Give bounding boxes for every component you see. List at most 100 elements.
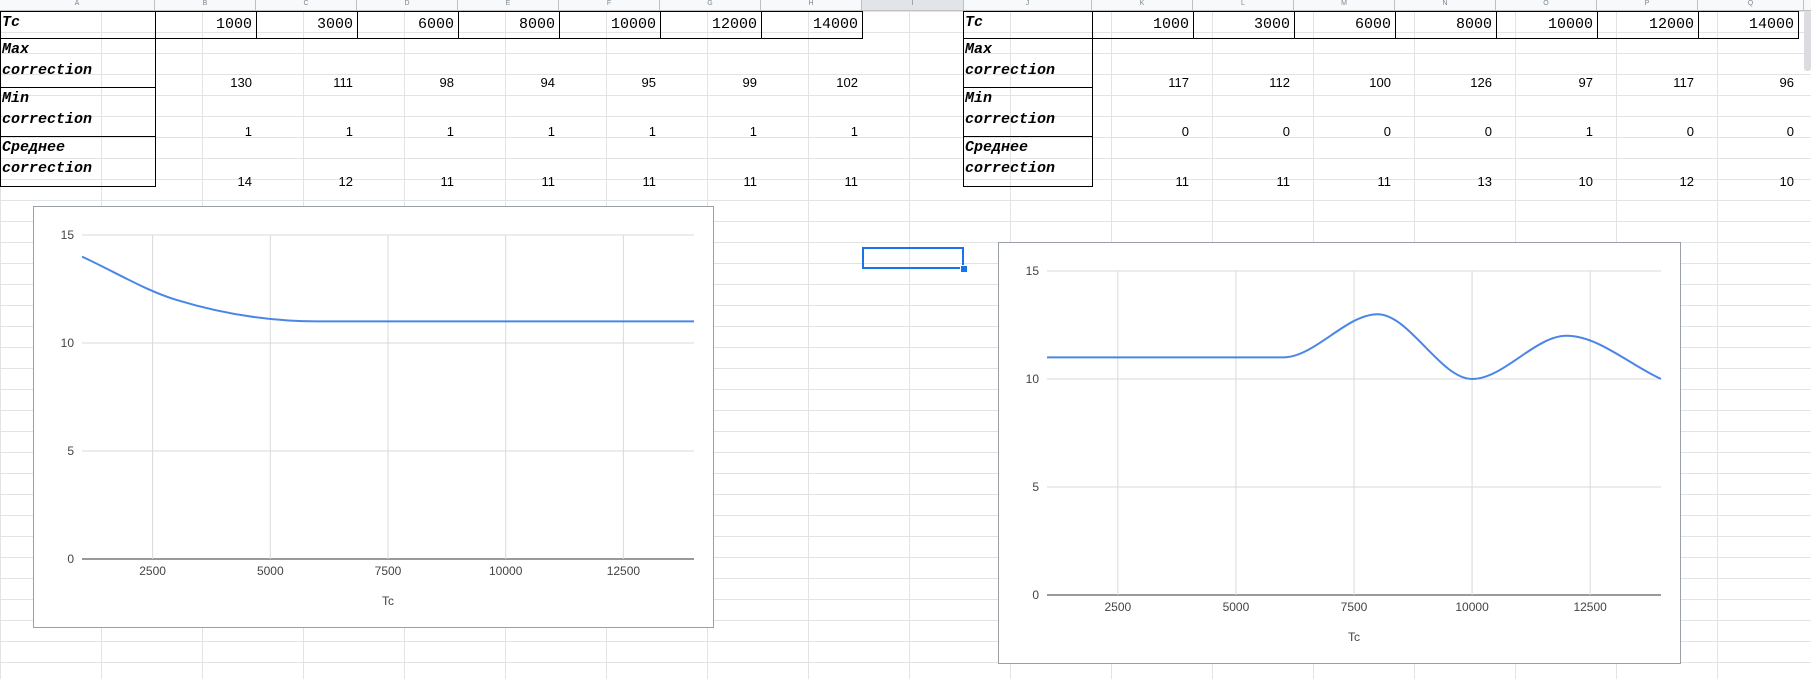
table_left-value-cell[interactable]: 1 — [648, 124, 656, 137]
table_left-value-cell[interactable]: 1 — [547, 124, 555, 137]
table_right-tc-cell[interactable]: 12000 — [1597, 11, 1699, 39]
table_left-value-cell[interactable]: 1 — [345, 124, 353, 137]
table_left-value-cell[interactable]: 1 — [446, 124, 454, 137]
table_left-value-cell[interactable]: 11 — [844, 174, 859, 187]
y-tick-label: 10 — [61, 336, 75, 350]
x-tick-label: 7500 — [375, 564, 402, 578]
table_right-value-cell[interactable]: 0 — [1686, 124, 1694, 137]
table_right-value-cell[interactable]: 1 — [1585, 124, 1593, 137]
table_left-value-cell[interactable]: 12 — [338, 174, 353, 187]
y-tick-label: 0 — [67, 552, 74, 566]
y-tick-label: 15 — [1026, 264, 1040, 278]
column-header-l[interactable]: L — [1193, 0, 1294, 10]
x-tick-label: 12500 — [1573, 600, 1607, 614]
column-header-p[interactable]: P — [1597, 0, 1698, 10]
table_left-tc-cell[interactable]: 6000 — [357, 11, 459, 39]
table_left-tc-cell[interactable]: 8000 — [458, 11, 560, 39]
table_left-value-cell[interactable]: 95 — [641, 75, 656, 88]
column-header-i[interactable]: I — [862, 0, 964, 10]
table_left-value-cell[interactable]: 14 — [237, 174, 252, 187]
table_right-value-cell[interactable]: 11 — [1175, 174, 1190, 187]
x-tick-label: 2500 — [139, 564, 166, 578]
column-header-f[interactable]: F — [559, 0, 660, 10]
table_right-value-cell[interactable]: 10 — [1779, 174, 1794, 187]
table_left-row-label[interactable]: Max correction — [0, 38, 156, 88]
table_left-header-label[interactable]: Tc — [0, 11, 156, 39]
table_left-value-cell[interactable]: 11 — [642, 174, 657, 187]
table_right-value-cell[interactable]: 10 — [1578, 174, 1593, 187]
vertical-scrollbar[interactable] — [1804, 11, 1811, 71]
column-header-c[interactable]: C — [256, 0, 357, 10]
table_left-value-cell[interactable]: 99 — [742, 75, 757, 88]
table_left-value-cell[interactable]: 1 — [850, 124, 858, 137]
table_right-value-cell[interactable]: 96 — [1779, 75, 1794, 88]
table_right-tc-cell[interactable]: 3000 — [1193, 11, 1295, 39]
table_right-header-label[interactable]: Tc — [963, 11, 1093, 39]
x-tick-label: 2500 — [1104, 600, 1131, 614]
series-line-0 — [1047, 313, 1662, 381]
table_right-value-cell[interactable]: 0 — [1786, 124, 1794, 137]
table_right-tc-cell[interactable]: 6000 — [1294, 11, 1396, 39]
table_left-value-cell[interactable]: 11 — [541, 174, 556, 187]
table_right-tc-cell[interactable]: 10000 — [1496, 11, 1598, 39]
table_left-value-cell[interactable]: 102 — [836, 75, 858, 88]
table_right-value-cell[interactable]: 0 — [1282, 124, 1290, 137]
table_right-value-cell[interactable]: 13 — [1477, 174, 1492, 187]
table_left-value-cell[interactable]: 111 — [333, 75, 353, 88]
table_left-row-label[interactable]: Min correction — [0, 87, 156, 137]
table_right-value-cell[interactable]: 0 — [1484, 124, 1492, 137]
x-tick-label: 5000 — [1223, 600, 1250, 614]
table_right-value-cell[interactable]: 12 — [1679, 174, 1694, 187]
selected-cell[interactable] — [862, 247, 964, 269]
table_right-value-cell[interactable]: 100 — [1369, 75, 1391, 88]
table_right-tc-cell[interactable]: 14000 — [1698, 11, 1799, 39]
column-header-b[interactable]: B — [155, 0, 256, 10]
column-header-o[interactable]: O — [1496, 0, 1597, 10]
table_left-row-label[interactable]: Среднее correction — [0, 136, 156, 187]
table_left-tc-cell[interactable]: 12000 — [660, 11, 762, 39]
column-header-j[interactable]: J — [964, 0, 1092, 10]
table_left-value-cell[interactable]: 11 — [440, 174, 455, 187]
column-header-q[interactable]: Q — [1698, 0, 1804, 10]
table_left-tc-cell[interactable]: 14000 — [761, 11, 863, 39]
table_left-value-cell[interactable]: 130 — [230, 75, 252, 88]
fill-handle[interactable] — [960, 265, 968, 273]
column-header-e[interactable]: E — [458, 0, 559, 10]
x-tick-label: 10000 — [489, 564, 523, 578]
table_right-value-cell[interactable]: 97 — [1578, 75, 1593, 88]
table_right-row-label[interactable]: Max correction — [963, 38, 1093, 88]
column-header-m[interactable]: M — [1294, 0, 1395, 10]
table_left-tc-cell[interactable]: 1000 — [155, 11, 257, 39]
column-header-g[interactable]: G — [660, 0, 761, 10]
series-line-0 — [81, 255, 694, 323]
column-header-d[interactable]: D — [357, 0, 458, 10]
x-tick-label: 10000 — [1455, 600, 1489, 614]
table_left-value-cell[interactable]: 11 — [743, 174, 758, 187]
table_left-tc-cell[interactable]: 10000 — [559, 11, 661, 39]
table_right-row-label[interactable]: Среднее correction — [963, 136, 1093, 187]
table_left-value-cell[interactable]: 1 — [749, 124, 757, 137]
table_right-value-cell[interactable]: 11 — [1377, 174, 1392, 187]
chart-right[interactable]: 0 5 10 15 2500 5000 7500 10000 12500 Tc — [998, 242, 1681, 664]
chart-left[interactable]: 0 5 10 15 2500 5000 7500 10000 12500 Tc — [33, 206, 714, 628]
table_right-value-cell[interactable]: 117 — [1168, 75, 1189, 88]
column-header-k[interactable]: K — [1092, 0, 1193, 10]
table_left-tc-cell[interactable]: 3000 — [256, 11, 358, 39]
table_right-value-cell[interactable]: 11 — [1276, 174, 1291, 187]
table_left-value-cell[interactable]: 1 — [244, 124, 252, 137]
table_right-value-cell[interactable]: 0 — [1383, 124, 1391, 137]
table_right-value-cell[interactable]: 0 — [1181, 124, 1189, 137]
column-header-a[interactable]: A — [0, 0, 155, 10]
table_right-tc-cell[interactable]: 8000 — [1395, 11, 1497, 39]
table_left-value-cell[interactable]: 98 — [439, 75, 454, 88]
column-header-h[interactable]: H — [761, 0, 862, 10]
table_left-value-cell[interactable]: 94 — [540, 75, 555, 88]
table_right-value-cell[interactable]: 126 — [1470, 75, 1492, 88]
table_right-row-label[interactable]: Min correction — [963, 87, 1093, 137]
column-header-n[interactable]: N — [1395, 0, 1496, 10]
table_right-value-cell[interactable]: 112 — [1269, 75, 1290, 88]
table_right-value-cell[interactable]: 117 — [1673, 75, 1694, 88]
table_right-tc-cell[interactable]: 1000 — [1092, 11, 1194, 39]
y-tick-label: 5 — [1032, 480, 1039, 494]
